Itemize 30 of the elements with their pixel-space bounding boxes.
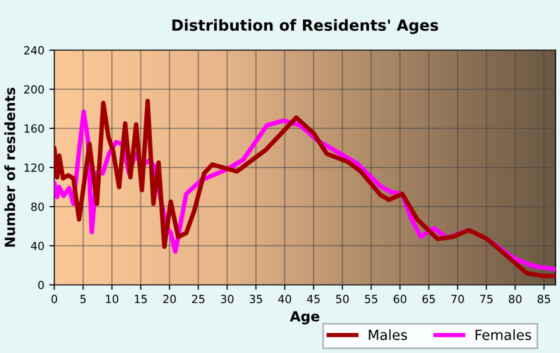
x-tick-label: 55 (364, 294, 378, 304)
y-tick-label: 0 (38, 280, 44, 290)
y-tick-label: 120 (24, 163, 44, 172)
x-tick-label: 15 (134, 294, 147, 304)
x-tick-label: 40 (278, 294, 292, 304)
x-tick-label: 65 (422, 294, 435, 304)
x-tick-label: 5 (80, 294, 86, 304)
x-tick-label: 0 (52, 294, 58, 304)
x-axis-title: Age (290, 311, 320, 324)
x-tick-label: 75 (480, 294, 492, 304)
y-tick-label: 160 (24, 124, 44, 133)
y-tick-label: 40 (31, 242, 44, 250)
x-tick-label: 80 (508, 294, 522, 304)
y-tick-label: 80 (31, 202, 44, 211)
y-axis-title: Number of residents (4, 88, 16, 247)
x-tick-label: 10 (106, 294, 118, 304)
legend-label: Males (368, 329, 407, 340)
x-tick-label: 70 (451, 294, 464, 304)
x-tick-label: 25 (192, 294, 204, 304)
x-tick-label: 35 (250, 294, 262, 304)
x-tick-label: 60 (394, 294, 406, 304)
legend-label: Females (476, 329, 532, 340)
chart-title: Distribution of Residents' Ages (172, 19, 438, 34)
y-tick-label: 200 (24, 85, 44, 94)
x-tick-label: 85 (538, 294, 550, 304)
x-tick-label: 50 (336, 294, 349, 304)
x-tick-label: 45 (307, 294, 320, 304)
x-tick-label: 20 (163, 294, 176, 304)
x-tick-label: 30 (220, 294, 234, 304)
y-tick-label: 240 (24, 46, 44, 55)
